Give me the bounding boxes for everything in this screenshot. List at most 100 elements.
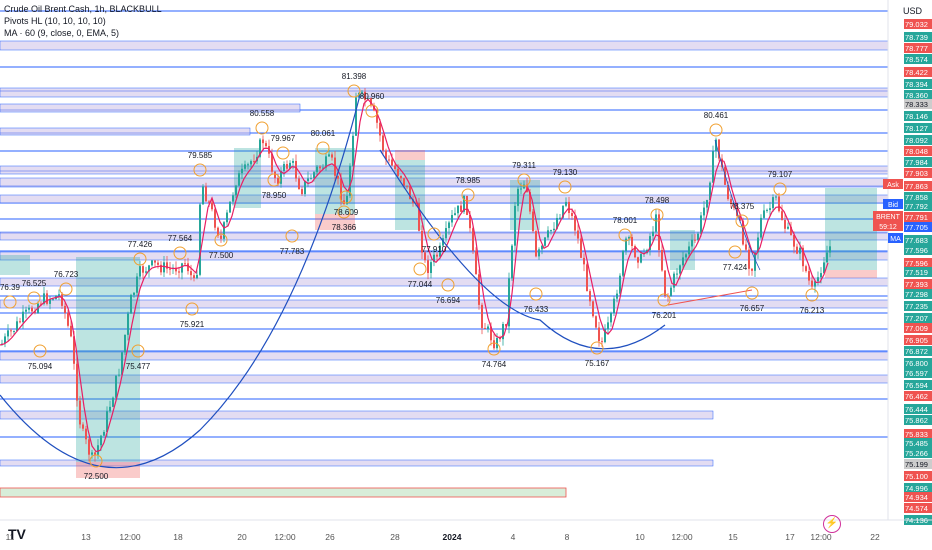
price-tag-text: 77.858: [905, 193, 928, 202]
price-tag-text: 78.048: [905, 147, 928, 156]
pivot-low-marker: 77.910: [422, 227, 447, 254]
candle-body: [184, 263, 186, 265]
axis-tag-bg: [883, 179, 903, 189]
candle-body: [826, 252, 828, 263]
price-tag-text: 74.574: [905, 504, 928, 513]
pivot-high-label: 79.107: [768, 170, 793, 179]
candle-body: [568, 201, 570, 214]
pivot-high-marker: 77.564: [168, 234, 193, 260]
axis-tag-text: BRENT: [876, 214, 900, 221]
candle-body: [118, 374, 120, 376]
candle-body: [409, 185, 411, 200]
candle-body: [238, 173, 240, 186]
candle-body: [193, 275, 195, 279]
candle-body: [472, 228, 474, 251]
candle-body: [742, 220, 744, 245]
candle-body: [355, 97, 357, 136]
candle-body: [739, 215, 741, 221]
candle-body: [727, 184, 729, 200]
pivot-high-marker: 77.426: [128, 240, 153, 266]
candle-body: [820, 273, 822, 278]
pivot-high-marker: 76.39: [0, 283, 21, 309]
price-tag-text: 77.903: [905, 169, 928, 178]
candle-body: [508, 278, 510, 327]
candle-body: [85, 428, 87, 440]
price-axis-label: 77.683: [904, 235, 932, 245]
chart-legend: Crude Oil Brent Cash, 1h, BLACKBULL Pivo…: [4, 3, 162, 39]
currency-label[interactable]: USD: [902, 6, 922, 16]
price-tag-bg: [904, 54, 932, 64]
candle-body: [445, 228, 447, 239]
candle-body: [817, 277, 819, 282]
candle-body: [493, 340, 495, 349]
candle-body: [406, 185, 408, 187]
price-tag-text: 77.393: [905, 280, 928, 289]
pivot-low-label: 78.366: [332, 223, 357, 232]
candle-body: [565, 201, 567, 206]
candle-body: [49, 299, 51, 304]
candle-body: [523, 184, 525, 189]
price-tag-bg: [904, 358, 932, 368]
candle-body: [691, 239, 693, 247]
time-axis-tick: 12:00: [274, 532, 296, 542]
candle-body: [790, 226, 792, 235]
pivot-circle: [461, 188, 475, 202]
pivot-low-marker: 76.201: [652, 293, 677, 320]
trade-zone: [825, 270, 877, 278]
candle-body: [685, 254, 687, 258]
pivot-high-marker: 79.967: [271, 134, 296, 160]
candle-body: [634, 245, 636, 258]
candle-body: [529, 192, 531, 212]
candle-body: [766, 209, 768, 211]
pivot-low-label: 77.044: [408, 280, 433, 289]
candle-body: [145, 271, 147, 273]
candle-body: [100, 435, 102, 446]
pivot-circle: [618, 228, 632, 242]
price-tag-bg: [904, 67, 932, 77]
candle-body: [31, 307, 33, 312]
time-axis-tick: 12:00: [119, 532, 141, 542]
candle-body: [121, 352, 123, 375]
candle-body: [274, 171, 276, 179]
indicator-ma: MA · 60 (9, close, 0, EMA, 5): [4, 28, 120, 38]
candle-body: [58, 294, 60, 296]
price-tag-bg: [904, 267, 932, 277]
pivot-high-marker: 80.960: [360, 92, 385, 118]
pivot-circle: [3, 295, 17, 309]
price-tag-bg: [904, 123, 932, 133]
candle-body: [259, 139, 261, 157]
time-axis-tick: 11: [6, 532, 15, 542]
candle-body: [556, 218, 558, 229]
pivot-circle: [365, 104, 379, 118]
candle-body: [757, 237, 759, 253]
price-axis-label: 77.596: [904, 258, 932, 268]
trend-curve: [714, 139, 761, 271]
candle-body: [808, 271, 810, 281]
price-axis-label: 77.298: [904, 289, 932, 299]
pivot-low-label: 72.500: [84, 472, 109, 481]
price-tag-bg: [904, 111, 932, 121]
candle-body: [232, 195, 234, 202]
candle-body: [811, 280, 813, 287]
price-tag-text: 76.444: [905, 405, 928, 414]
candle-body: [226, 212, 228, 223]
candle-body: [331, 154, 333, 158]
candle-body: [694, 239, 696, 241]
pivot-high-marker: 80.061: [311, 129, 336, 155]
candle-body: [382, 135, 384, 151]
pivot-low-label: 74.764: [482, 360, 507, 369]
candle-body: [418, 203, 420, 231]
candle-body: [712, 151, 714, 183]
price-axis-label: 76.905: [904, 335, 932, 345]
trade-zone: [825, 188, 877, 270]
indicator-pivots: Pivots HL (10, 10, 10, 10): [4, 16, 106, 26]
pivot-circle: [805, 288, 819, 302]
price-tag-text: 77.683: [905, 236, 928, 245]
lightning-icon[interactable]: ⚡: [823, 515, 841, 533]
price-axis-label: 78.333: [904, 99, 932, 109]
pivot-circle: [33, 344, 47, 358]
trade-zone: [395, 150, 425, 160]
pivot-circle: [27, 291, 41, 305]
candle-body: [97, 445, 99, 455]
